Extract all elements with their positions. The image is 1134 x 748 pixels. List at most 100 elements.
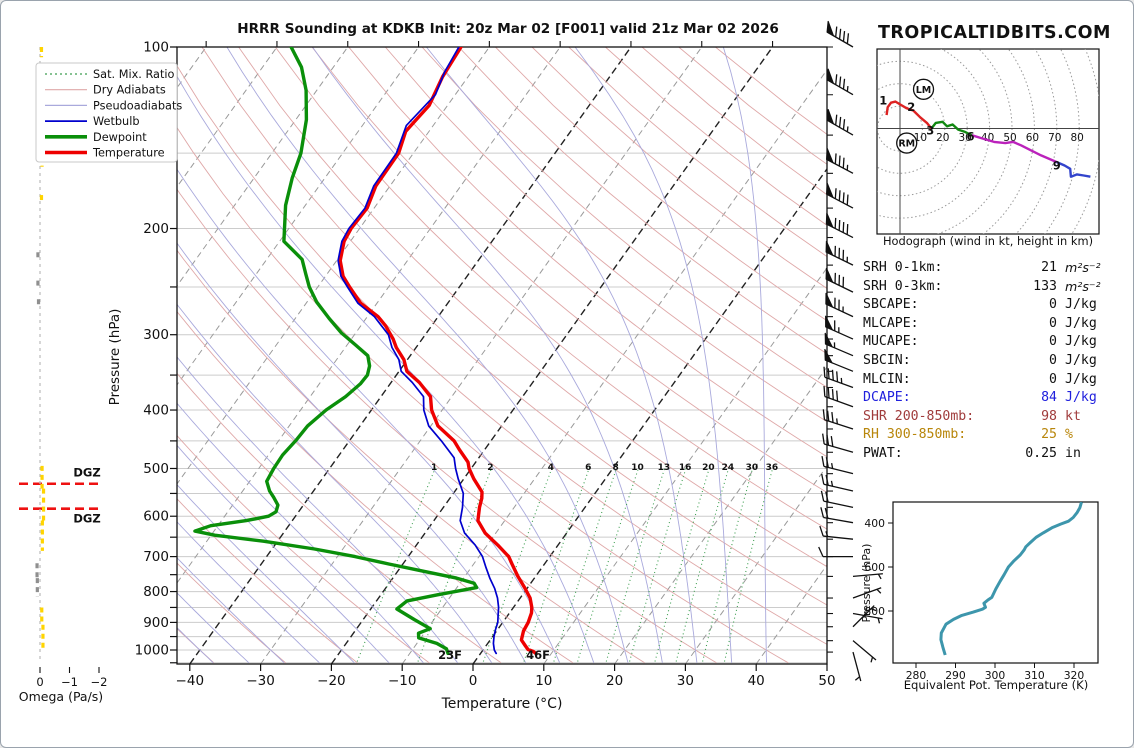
chart-shape xyxy=(834,153,837,164)
chart-shape xyxy=(177,402,424,664)
chart-shape xyxy=(201,47,827,606)
wind-barb xyxy=(824,348,854,372)
mixing-ratio-label: 13 xyxy=(658,463,671,473)
omega-axis-label: Omega (Pa/s) xyxy=(19,689,103,704)
temperature-tick-label: −20 xyxy=(317,673,346,689)
chart-shape xyxy=(825,491,829,503)
index-row: SBCAPE: 0 J/kg xyxy=(863,296,1123,315)
chart-shape xyxy=(825,531,829,537)
chart-shape xyxy=(820,507,825,518)
skewt-background-grid xyxy=(177,47,827,664)
mixing-ratio-label: 10 xyxy=(631,463,644,473)
omega-tick-label: −1 xyxy=(61,675,78,689)
wind-barb xyxy=(825,267,854,293)
hodograph-height-label: 1 xyxy=(879,94,887,108)
chart-shape xyxy=(177,356,458,664)
mixing-ratio-line xyxy=(675,465,730,662)
index-label: SHR 200-850mb: xyxy=(863,408,975,424)
chart-shape xyxy=(824,419,854,430)
wind-barb xyxy=(852,640,877,663)
index-value: 133 xyxy=(1033,278,1057,294)
chart-shape xyxy=(870,608,877,612)
chart-shape xyxy=(822,433,825,445)
pressure-tick-label: 100 xyxy=(143,40,169,56)
index-label: PWAT: xyxy=(863,445,903,461)
chart-shape xyxy=(825,292,834,309)
chart-shape xyxy=(877,617,881,624)
index-label: MLCAPE: xyxy=(863,315,919,331)
index-unit: % xyxy=(1065,427,1073,443)
thetae-x-tick: 290 xyxy=(945,669,966,682)
chart-shape xyxy=(574,47,733,663)
chart-shape xyxy=(177,498,358,664)
temperature-tick-label: 30 xyxy=(677,673,694,689)
chart-shape xyxy=(722,47,767,663)
index-value: 84 xyxy=(1041,390,1057,406)
surface-temp-label: 46F xyxy=(526,648,550,662)
mixing-ratio-line xyxy=(629,465,688,662)
chart-shape xyxy=(842,78,846,90)
chart-shape xyxy=(825,240,834,257)
chart-shape xyxy=(177,47,419,386)
pressure-tick-label: 900 xyxy=(143,615,169,631)
index-label: DCAPE: xyxy=(863,390,911,406)
chart-shape xyxy=(852,605,875,628)
omega-tick-label: 0 xyxy=(36,675,43,689)
chart-shape xyxy=(401,69,827,664)
index-label: MUCAPE: xyxy=(863,334,919,350)
wind-barb xyxy=(820,507,854,524)
chart-shape xyxy=(831,389,834,400)
chart-shape xyxy=(870,656,874,663)
pressure-tick-label: 500 xyxy=(143,461,169,477)
watermark-logo: TROPICALTIDBITS.COM xyxy=(878,23,1111,43)
mixing-ratio-label: 4 xyxy=(548,463,554,473)
wind-barb xyxy=(822,409,854,430)
chart-shape xyxy=(825,182,835,199)
chart-shape xyxy=(824,507,829,519)
index-label: SBCIN: xyxy=(863,352,911,368)
dgz-label: DGZ xyxy=(73,466,100,480)
index-unit: in xyxy=(1065,445,1081,461)
index-row: SRH 0-3km: 133 m²s⁻² xyxy=(863,278,1123,297)
chart-shape xyxy=(854,676,861,681)
chart-shape xyxy=(495,47,827,322)
hodograph-ring-label: 70 xyxy=(1048,132,1061,144)
chart-shape xyxy=(238,47,827,568)
thetae-frame xyxy=(892,501,1099,664)
chart-shape xyxy=(831,369,834,381)
chart-shape xyxy=(177,557,285,664)
chart-shape xyxy=(835,26,838,38)
mixing-ratio-label: 30 xyxy=(746,463,759,473)
mixing-ratio-line xyxy=(577,465,640,662)
index-value: 21 xyxy=(1041,260,1057,275)
pressure-tick-label: 800 xyxy=(143,584,169,600)
chart-shape xyxy=(177,47,278,188)
skewt-frame xyxy=(176,46,828,665)
temperature-tick-label: −40 xyxy=(176,673,205,689)
chart-shape xyxy=(823,516,854,524)
chart-shape xyxy=(842,157,845,169)
pressure-tick-label: 700 xyxy=(143,549,169,565)
hodograph-trace xyxy=(885,100,933,130)
mixing-ratio-label: 2 xyxy=(487,463,493,473)
index-label: SBCAPE: xyxy=(863,297,919,313)
chart-shape xyxy=(177,75,595,663)
index-unit: m²s⁻² xyxy=(1065,278,1101,294)
chart-shape xyxy=(835,74,838,85)
chart-shape xyxy=(846,126,849,132)
mixing-ratio-line xyxy=(482,465,554,662)
temperature-tick-label: 40 xyxy=(748,673,765,689)
legend-item-label: Pseudoadiabats xyxy=(93,99,182,112)
mixing-ratio-line xyxy=(654,465,711,662)
index-label: SRH 0-3km: xyxy=(863,278,943,294)
chart-shape xyxy=(274,47,827,530)
chart-shape xyxy=(826,434,830,446)
wind-barb xyxy=(826,68,854,96)
chart-shape xyxy=(177,126,789,664)
index-row: RH 300-850mb: 25% xyxy=(863,426,1123,445)
hodograph-caption: Hodograph (wind in kt, height in km) xyxy=(883,234,1093,248)
index-value: 25 xyxy=(1041,427,1057,443)
